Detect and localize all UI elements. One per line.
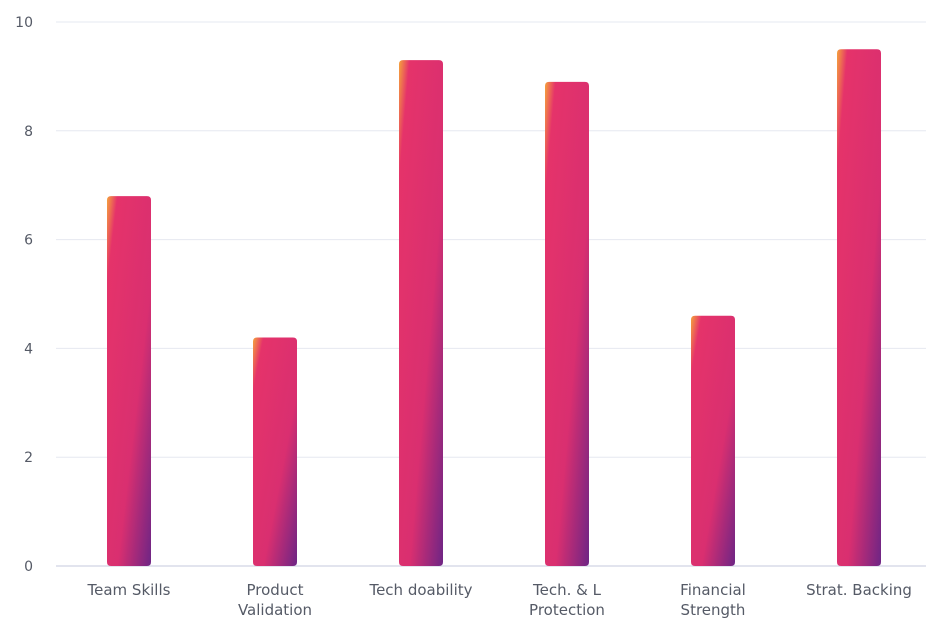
x-tick-label-line: Financial	[680, 581, 746, 599]
y-tick-label: 0	[24, 559, 33, 575]
x-tick-label-line: Team Skills	[87, 581, 171, 599]
x-tick-label: Team Skills	[87, 581, 171, 599]
y-tick-label: 8	[24, 124, 33, 140]
bars	[107, 49, 881, 566]
y-tick-label: 10	[15, 15, 33, 31]
x-tick-label: Product Validation	[238, 581, 312, 619]
x-tick-label: Financial Strength	[680, 581, 746, 619]
x-tick-label-line: Strat. Backing	[806, 581, 912, 599]
x-tick-label-line: Tech doability	[368, 581, 472, 599]
x-tick-label: Tech doability	[368, 581, 472, 599]
bar	[253, 337, 297, 566]
x-tick-label-line: Protection	[529, 601, 605, 619]
y-tick-label: 4	[24, 341, 33, 357]
bar	[691, 315, 735, 566]
bar	[107, 196, 151, 566]
y-axis-ticks: 0 2 4 6 8 10	[15, 15, 33, 575]
x-tick-label: Strat. Backing	[806, 581, 912, 599]
y-tick-label: 6	[24, 233, 33, 249]
x-axis-labels: Team Skills Product Validation Tech doabili…	[87, 581, 912, 619]
x-tick-label: Tech. & L Protection	[529, 581, 605, 619]
grid-lines	[56, 21, 926, 567]
x-tick-label-line: Strength	[681, 601, 746, 619]
bar	[837, 49, 881, 566]
bar	[545, 81, 589, 566]
x-tick-label-line: Validation	[238, 601, 312, 619]
bar	[399, 60, 443, 566]
x-tick-label-line: Product	[247, 581, 304, 599]
x-tick-label-line: Tech. & L	[532, 581, 602, 599]
y-tick-label: 2	[24, 450, 33, 466]
